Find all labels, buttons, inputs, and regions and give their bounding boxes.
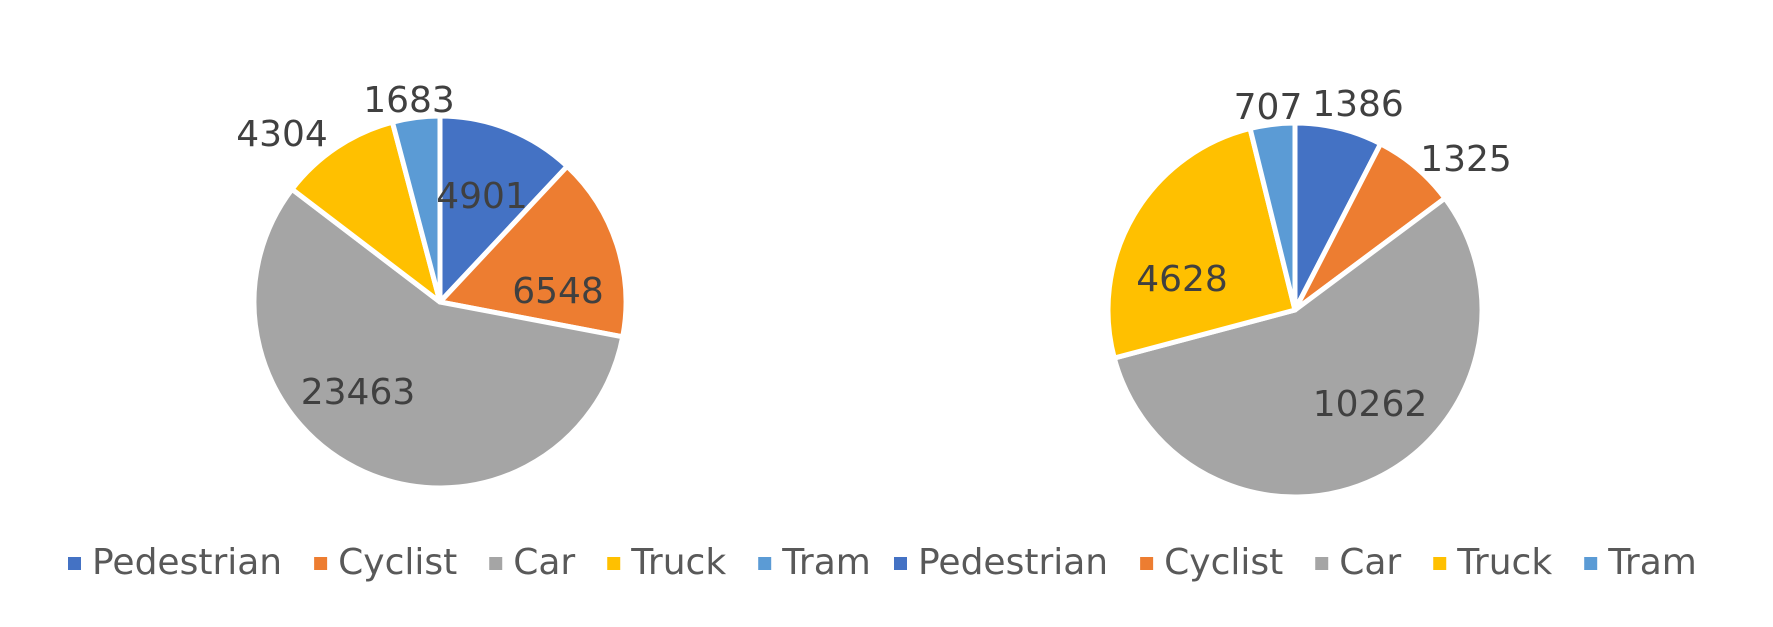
legend-marker-tram [758,557,772,570]
legend-marker-car [1315,557,1329,570]
pie-slice-cyclist [437,163,629,340]
legend-label-car: Car [513,542,575,583]
legend-label-pedestrian: Pedestrian [92,542,282,583]
legend-label-cyclist: Cyclist [1164,542,1283,583]
legend-marker-tram [1584,557,1598,570]
data-label-car: 23463 [301,372,416,413]
data-label-truck: 4628 [1136,259,1228,300]
pie-slice-tram [389,113,443,305]
legend-label-pedestrian: Pedestrian [918,542,1108,583]
pie-chart-left: 4901 6548 23463 4304 1683 Pedestrian Cyclist Ca… [68,80,871,583]
data-label-tram: 1683 [363,80,455,121]
pie-slice-car [1111,195,1485,500]
pie-slice-pedestrian [437,113,570,305]
data-label-pedestrian: 1386 [1312,84,1404,125]
legend-marker-pedestrian [68,557,81,570]
legend-marker-car [489,557,503,570]
pie-chart-right: 1386 1325 10262 4628 707 Pedestrian Cyclist Car… [894,84,1697,583]
legend-marker-cyclist [1140,557,1154,570]
data-label-pedestrian: 4901 [436,176,528,217]
data-label-cyclist: 1325 [1420,139,1512,180]
data-label-truck: 4304 [236,114,328,155]
legend-label-car: Car [1339,542,1401,583]
legend-label-tram: Tram [781,542,871,583]
data-label-cyclist: 6548 [512,271,604,312]
legend: Pedestrian Cyclist Car Truck Tram [68,542,871,583]
legend-marker-truck [607,557,621,570]
legend-label-cyclist: Cyclist [338,542,457,583]
pie-slice-tram [1247,120,1298,313]
legend-marker-truck [1433,557,1447,570]
legend-marker-cyclist [314,557,328,570]
legend-marker-pedestrian [894,557,907,570]
data-label-tram: 707 [1234,87,1303,128]
legend-label-truck: Truck [1456,542,1552,583]
legend-label-tram: Tram [1607,542,1697,583]
pie-slice-car [251,186,626,491]
pie-slice-truck [1105,125,1298,361]
legend: Pedestrian Cyclist Car Truck Tram [894,542,1697,583]
legend-label-truck: Truck [630,542,726,583]
data-label-car: 10262 [1313,384,1428,425]
